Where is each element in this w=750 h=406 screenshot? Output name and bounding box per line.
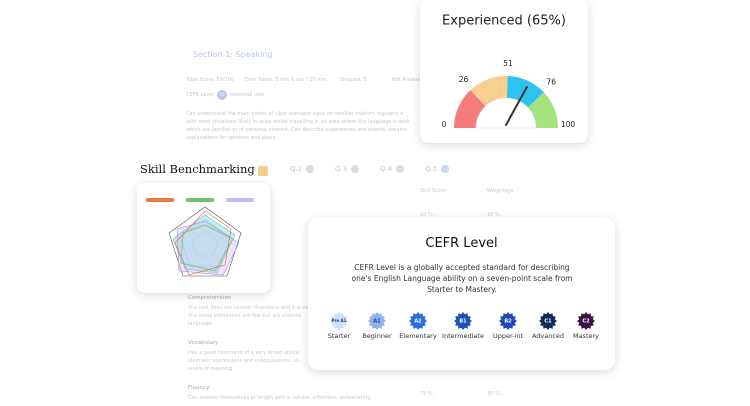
column-header: Skill Score: [420, 188, 446, 194]
skill-text: idiomatic expressions and colloquialisms…: [188, 358, 300, 364]
gauge-tick-label: 0: [442, 120, 447, 129]
skill-name: Comprehension: [188, 295, 232, 301]
radar-shape: [180, 224, 234, 272]
legend-bar: [226, 198, 254, 202]
level-badge-text: Pre A1: [332, 318, 347, 323]
legend-bar: [146, 198, 174, 202]
level-badge-text: C2: [582, 319, 590, 325]
level-badge-text: A1: [373, 319, 381, 325]
skill-name: Fluency: [188, 385, 210, 391]
cefr-label: CEFR Level: [186, 92, 214, 98]
question-icon: [441, 165, 449, 173]
benchmark-card: [137, 183, 270, 293]
cell: 30 %: [487, 391, 500, 397]
stat: Skipped: 5: [340, 77, 367, 83]
summary-line: which are familiar or of personal intere…: [186, 127, 407, 133]
skill-text: Can express themselves at length with a …: [188, 395, 371, 401]
gauge-needle: [505, 86, 528, 126]
level-badge-text: B1: [459, 319, 467, 325]
legend-bar: [186, 198, 214, 202]
gauge-segment: [470, 76, 508, 107]
cefr-description: CEFR Level is a globally accepted standa…: [351, 263, 573, 294]
question-tab: Q.5: [425, 165, 438, 173]
cefr-levels: Pre A1 Starter A1 Beginner A2 Elementary B1 Int…: [328, 312, 599, 340]
skill-text: language.: [188, 321, 213, 327]
cefr-badge-text: essential user: [230, 92, 265, 98]
stat: Not Answered: 1: [392, 77, 434, 83]
gauge-card: Experienced (65%) 0 26 51 76 100: [420, 0, 588, 143]
radar-shape: [172, 214, 236, 274]
radar: [146, 198, 254, 277]
radar-grid: [179, 218, 231, 267]
gauge-tick-label: 76: [546, 78, 556, 87]
summary-line: explanations for opinions and plans.: [186, 135, 277, 141]
question-tab: Q.3: [335, 165, 348, 173]
level-badge-text: B2: [504, 319, 512, 325]
cell: 10 %: [420, 212, 433, 218]
skill-text: levels of meaning.: [188, 366, 234, 372]
level-badge: [577, 312, 595, 330]
skill-name: Vocabulary: [188, 340, 219, 346]
summary: Can understand the main points of clear …: [186, 110, 410, 142]
question-tab: Q.4: [380, 165, 393, 173]
level-badge: [330, 312, 348, 330]
question-icon: [306, 165, 314, 173]
summary-line: with most situations likely to arise whi…: [186, 119, 411, 125]
level-name: Upper-int: [493, 332, 524, 340]
gauge-inner: [475, 97, 537, 129]
level-name: Intermediate: [442, 332, 484, 340]
radar-shape: [174, 210, 232, 276]
question-icon: [396, 165, 404, 173]
level-badge: [368, 312, 386, 330]
gauge: Experienced (65%) 0 26 51 76 100: [442, 14, 576, 130]
icon: [258, 166, 268, 176]
level-badge: [539, 312, 557, 330]
section-title: Section 1: Speaking: [193, 50, 273, 59]
gauge-tick-label: 100: [561, 120, 576, 129]
summary-line: Can understand the main points of clear …: [186, 111, 404, 117]
cefr-badge: A1: [217, 90, 227, 100]
cell: 10 %: [487, 212, 500, 218]
level-badge-text: C1: [544, 319, 552, 325]
level-badge-text: A2: [414, 319, 422, 325]
column-header: Weightage: [487, 188, 514, 194]
cell: 75 %: [420, 391, 433, 397]
gauge-segment: [454, 90, 486, 128]
gauge-tick-label: 26: [459, 75, 469, 84]
cefr-title: CEFR Level: [425, 236, 498, 251]
level-name: Beginner: [362, 332, 392, 340]
question-tab: Q.2: [290, 165, 303, 173]
level-badge: [409, 312, 427, 330]
stat: Total Score: 55/100: [186, 77, 235, 83]
level-name: Mastery: [573, 332, 599, 340]
radar-grid: [168, 206, 242, 277]
level-name: Starter: [328, 332, 351, 340]
gauge-title: Experienced (65%): [442, 14, 566, 29]
level-name: Advanced: [532, 332, 564, 340]
skill-text: Has a good command of a very broad lexic…: [188, 350, 300, 356]
stat: Time Taken: 5 min 6 sec / 10 min: [244, 77, 327, 83]
skill-text: The text does not contain diversions and…: [188, 305, 314, 311]
level-name: Elementary: [399, 332, 437, 340]
cefr-card: CEFR Level CEFR Level is a globally acce…: [308, 218, 615, 370]
benchmark-title: Skill Benchmarking: [140, 162, 255, 176]
gauge-tick-label: 51: [503, 59, 513, 68]
radar-grid: [191, 230, 219, 257]
level-badge: [454, 312, 472, 330]
skill-text: The ideas introduced are few but are ela…: [188, 313, 301, 319]
question-icon: [351, 165, 359, 173]
gauge-segment: [527, 92, 558, 128]
level-badge: [499, 312, 517, 330]
